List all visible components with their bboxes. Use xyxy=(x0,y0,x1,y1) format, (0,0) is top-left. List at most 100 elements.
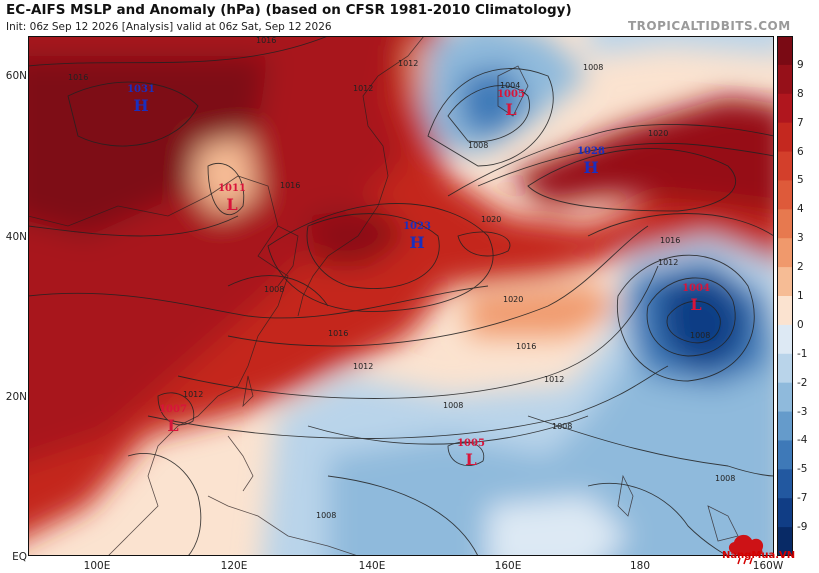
colorbar-tick-label: 4 xyxy=(797,203,804,216)
isobar-label: 1012 xyxy=(398,59,418,68)
coastlines xyxy=(28,36,739,556)
colorbar-swatch xyxy=(777,498,793,528)
colorbar-frame xyxy=(777,36,793,556)
colorbar-tick-label: 2 xyxy=(797,261,804,274)
high-center-value: 1031 xyxy=(127,84,155,95)
isobar-label: 1012 xyxy=(353,84,373,93)
high-center-letter: H xyxy=(583,158,598,177)
lon-label: 140E xyxy=(358,560,386,572)
high-center: 1031 H xyxy=(127,84,155,115)
map-subtitle: Init: 06z Sep 12 2026 [Analysis] valid a… xyxy=(6,21,332,33)
colorbar-swatch xyxy=(777,411,793,441)
low-center-letter: L xyxy=(690,295,701,314)
colorbar-swatch xyxy=(777,469,793,499)
map-title: EC-AIFS MSLP and Anomaly (hPa) (based on… xyxy=(6,2,572,18)
colorbar-swatch xyxy=(777,36,793,66)
lon-label: 100E xyxy=(83,560,111,572)
anomaly-colorbar xyxy=(777,36,793,556)
low-center-value: 1004 xyxy=(682,283,710,294)
isobar-label: 1020 xyxy=(503,295,523,304)
isobar-label: 1008 xyxy=(715,474,735,483)
colorbar-swatch xyxy=(777,238,793,268)
isobar-label: 1016 xyxy=(68,73,88,82)
colorbar-tick-label: -7 xyxy=(797,492,808,505)
colorbar-tick-label: -4 xyxy=(797,434,808,447)
colorbar-swatch xyxy=(777,440,793,470)
colorbar-tick-label: 8 xyxy=(797,87,804,100)
high-center-letter: H xyxy=(133,96,148,115)
mslp-anomaly-map: 1016 1008 1012 1004 1020 1016 1016 1016 … xyxy=(28,36,774,556)
colorbar-swatch xyxy=(777,382,793,413)
low-center-letter: L xyxy=(465,450,476,469)
colorbar-tick-label: 6 xyxy=(797,145,804,158)
colorbar-swatch xyxy=(777,151,793,181)
lat-label: 60N xyxy=(5,70,27,82)
high-center-letter: H xyxy=(409,233,424,252)
isobar-label: 1020 xyxy=(648,129,668,138)
colorbar-tick-label: 9 xyxy=(797,58,804,71)
isobars xyxy=(28,36,774,556)
colorbar-swatch xyxy=(777,209,793,239)
isobar-label: 1008 xyxy=(443,401,463,410)
colorbar-tick-label: 0 xyxy=(797,318,804,331)
isobar-label: 1008 xyxy=(552,422,572,431)
high-center: 1028 H xyxy=(577,146,605,177)
low-center: 1004 L xyxy=(682,283,710,314)
colorbar-tick-label: 1 xyxy=(797,290,804,302)
lat-label: 40N xyxy=(5,231,27,243)
isobar-label: 1004 xyxy=(500,81,520,90)
isobar-label: 1008 xyxy=(583,63,603,72)
isobar-label: 1016 xyxy=(256,36,276,45)
lat-label: EQ xyxy=(12,551,27,563)
high-center: 1023 H xyxy=(403,221,431,252)
colorbar-tick-label: 7 xyxy=(797,116,804,129)
isobar-label: 1012 xyxy=(658,258,678,267)
low-center-letter: L xyxy=(167,416,178,435)
isobar-label: 1008 xyxy=(316,511,336,520)
colorbar-tick-label: -5 xyxy=(797,463,808,476)
isobar-label: 1016 xyxy=(516,342,536,351)
colorbar-swatch xyxy=(777,122,793,153)
anomaly-field xyxy=(28,36,774,556)
high-center-value: 1023 xyxy=(403,221,431,232)
low-center-value: 1007 xyxy=(159,404,187,415)
low-center: 1007 L xyxy=(159,404,187,435)
isobar-label: 1016 xyxy=(660,236,680,245)
colorbar-swatch xyxy=(777,180,793,210)
brand-text: TROPICALTIDBITS.COM xyxy=(628,19,791,33)
colorbar-tick-label: -3 xyxy=(797,405,808,418)
isobar-label: 1012 xyxy=(353,362,373,371)
isobar-label: 1016 xyxy=(328,329,348,338)
cloud-rain-icon xyxy=(728,534,764,565)
isobar-label: 1020 xyxy=(481,215,501,224)
colorbar-swatch xyxy=(777,324,793,355)
lon-label: 160E xyxy=(494,560,522,572)
colorbar-tick-label: -2 xyxy=(797,376,808,389)
pressure-centers: 1031 H 1011 L 1005 L 1028 H 1023 H 1004 … xyxy=(127,84,710,469)
colorbar-tick-label: -9 xyxy=(797,521,808,534)
low-center-value: 1005 xyxy=(457,438,485,449)
lon-label: 160W xyxy=(752,560,784,572)
isobar-label: 1012 xyxy=(183,390,203,399)
watermark-text: NangMua.VN xyxy=(722,550,796,561)
colorbar-swatch xyxy=(777,353,793,384)
map-frame xyxy=(28,36,774,556)
isobar-label: 1012 xyxy=(544,375,564,384)
colorbar-tick-label: -1 xyxy=(797,347,808,360)
low-center: 1011 L xyxy=(218,183,246,214)
low-center: 1005 L xyxy=(497,89,525,119)
colorbar-tick-label: 3 xyxy=(797,232,804,245)
low-center-value: 1011 xyxy=(218,183,246,194)
colorbar-swatch xyxy=(777,267,793,297)
lon-label: 180 xyxy=(629,560,651,572)
low-center: 1005 L xyxy=(457,438,485,469)
colorbar-swatch xyxy=(777,64,793,95)
colorbar-swatch xyxy=(777,296,793,326)
lat-label: 20N xyxy=(5,391,27,403)
low-center-letter: L xyxy=(505,100,516,119)
lon-label: 120E xyxy=(220,560,248,572)
low-center-letter: L xyxy=(226,195,237,214)
colorbar-swatch xyxy=(777,93,793,124)
isobar-label: 1008 xyxy=(690,331,710,340)
isobar-label: 1008 xyxy=(264,285,284,294)
